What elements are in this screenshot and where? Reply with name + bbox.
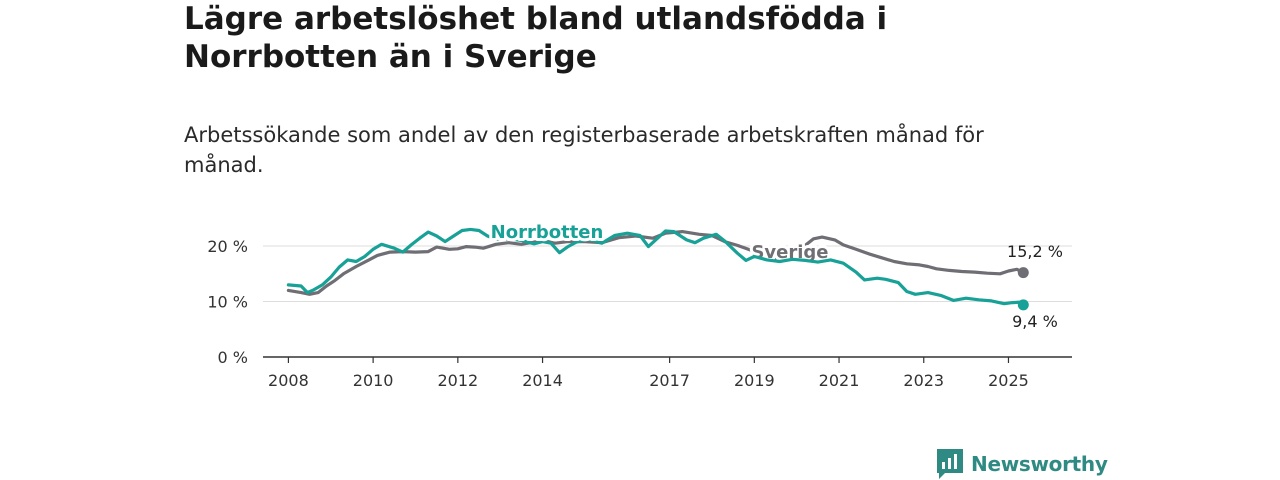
x-tick-label: 2008: [268, 371, 309, 390]
series-end-label-norrbotten: 9,4 %: [1012, 312, 1058, 331]
x-tick-label: 2025: [988, 371, 1029, 390]
chart-title: Lägre arbetslöshet bland utlandsfödda i …: [184, 1, 888, 75]
x-tick-label: 2023: [903, 371, 944, 390]
series-end-point-sverige: [1017, 267, 1029, 279]
newsworthy-logo-icon: [937, 449, 963, 479]
series-line-sverige: [286, 230, 1025, 296]
x-tick-label: 2019: [734, 371, 775, 390]
y-tick-label: 20 %: [207, 237, 248, 256]
x-tick-label: 2017: [649, 371, 690, 390]
y-tick-label: 0 %: [218, 348, 248, 367]
x-tick-label: 2021: [819, 371, 860, 390]
chart-subtitle: Arbetssökande som andel av den registerb…: [184, 123, 984, 177]
newsworthy-logo-text: Newsworthy: [971, 452, 1108, 476]
y-tick-label: 10 %: [207, 293, 248, 312]
x-tick-label: 2012: [437, 371, 478, 390]
series-end-label-sverige: 15,2 %: [1007, 242, 1063, 261]
x-tick-label: 2014: [522, 371, 563, 390]
series-label-norrbotten: Norrbotten: [491, 222, 604, 243]
x-tick-label: 2010: [353, 371, 394, 390]
series-line-norrbotten: [286, 227, 1025, 307]
series-end-point-norrbotten: [1017, 299, 1029, 311]
newsworthy-logo: Newsworthy: [937, 448, 1108, 480]
